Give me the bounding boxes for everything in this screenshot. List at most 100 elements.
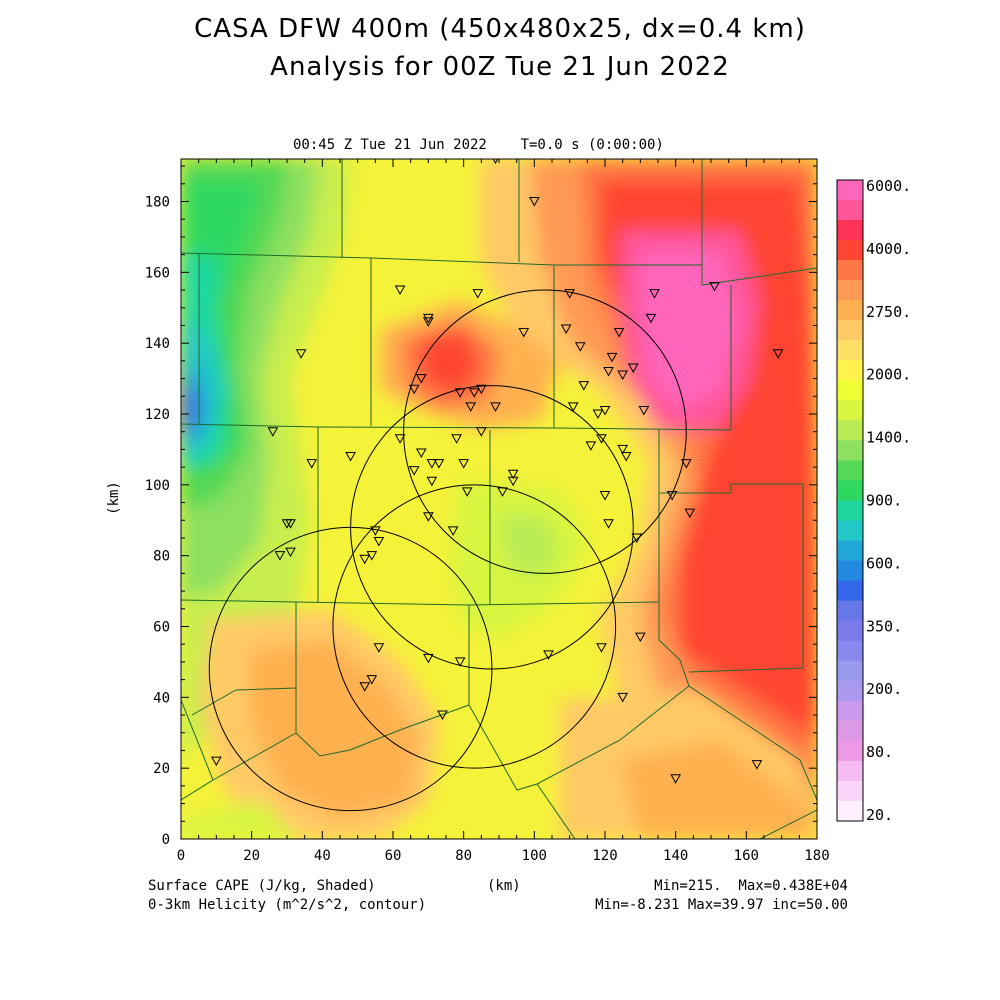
station-marker bbox=[680, 459, 692, 469]
colorbar-label: 200. bbox=[866, 680, 902, 698]
station-marker bbox=[426, 476, 438, 487]
x-tick-label: 140 bbox=[663, 848, 688, 864]
colorbar-swatch bbox=[837, 480, 863, 501]
footer-shading-label: Surface CAPE (J/kg, Shaded) bbox=[148, 878, 376, 894]
colorbar-swatch bbox=[837, 200, 863, 221]
y-tick-label: 120 bbox=[145, 407, 170, 423]
colorbar-swatch bbox=[837, 320, 863, 341]
station-marker bbox=[751, 760, 763, 770]
station-marker bbox=[422, 512, 434, 522]
station-markers bbox=[210, 159, 784, 784]
colorbar-swatch bbox=[837, 420, 863, 441]
station-marker bbox=[426, 459, 438, 469]
station-marker bbox=[585, 441, 597, 451]
colorbar-frame bbox=[836, 179, 864, 822]
colorbar-swatch bbox=[837, 460, 863, 481]
y-tick-label: 40 bbox=[153, 690, 170, 706]
station-marker bbox=[649, 289, 660, 299]
colorbar-swatch bbox=[837, 760, 863, 782]
station-marker bbox=[369, 526, 381, 536]
station-marker bbox=[684, 508, 696, 519]
station-marker bbox=[564, 289, 576, 299]
x-tick-label: 60 bbox=[385, 848, 402, 864]
station-marker bbox=[345, 452, 356, 462]
station-marker bbox=[709, 282, 720, 292]
station-marker bbox=[408, 384, 420, 395]
x-tick-label: 120 bbox=[592, 848, 617, 864]
station-marker bbox=[472, 289, 484, 299]
colorbar-swatch bbox=[837, 580, 863, 602]
colorbar-label: 80. bbox=[866, 743, 893, 761]
station-marker bbox=[634, 632, 646, 643]
station-marker bbox=[210, 756, 222, 767]
y-tick-label: 180 bbox=[145, 195, 170, 211]
station-marker bbox=[447, 526, 459, 536]
footer-contour-range: Min=-8.231 Max=39.97 inc=50.00 bbox=[595, 897, 848, 913]
colorbar-swatch bbox=[837, 300, 863, 321]
station-marker bbox=[507, 469, 519, 480]
colorbar-swatch bbox=[837, 700, 863, 722]
station-marker bbox=[772, 349, 784, 359]
colorbar-label: 350. bbox=[866, 617, 902, 635]
colorbar-swatch bbox=[837, 220, 863, 241]
y-axis-label: (km) bbox=[106, 481, 122, 515]
y-tick-label: 20 bbox=[153, 761, 170, 777]
colorbar-label: 6000. bbox=[866, 177, 911, 195]
colorbar-swatch bbox=[837, 500, 863, 522]
station-marker bbox=[620, 452, 632, 462]
colorbar-swatch bbox=[837, 720, 863, 742]
station-marker bbox=[606, 352, 618, 363]
helicity-contour-2 bbox=[350, 385, 634, 670]
title-line-1: CASA DFW 400m (450x480x25, dx=0.4 km) bbox=[194, 14, 806, 44]
station-marker bbox=[267, 427, 279, 437]
y-tick-label: 160 bbox=[145, 265, 170, 281]
station-marker bbox=[613, 328, 625, 338]
station-marker bbox=[408, 466, 420, 476]
colorbar-swatch bbox=[837, 540, 863, 562]
x-tick-label: 80 bbox=[455, 848, 472, 864]
footer-shading-range: Min=215. Max=0.438E+04 bbox=[654, 878, 848, 894]
colorbar-swatch bbox=[837, 780, 863, 802]
station-marker bbox=[617, 370, 629, 381]
x-tick-label: 100 bbox=[522, 848, 547, 864]
station-marker bbox=[373, 537, 385, 547]
colorbar-swatch bbox=[837, 400, 863, 421]
station-marker bbox=[599, 405, 611, 416]
station-marker bbox=[359, 682, 371, 692]
colorbar-swatch bbox=[837, 740, 863, 762]
colorbar-swatch bbox=[837, 640, 863, 662]
x-tick-label: 40 bbox=[314, 848, 331, 864]
station-marker bbox=[433, 459, 445, 469]
station-marker bbox=[415, 448, 427, 458]
station-marker bbox=[451, 434, 462, 444]
colorbar-swatch bbox=[837, 280, 863, 301]
colorbar-label: 600. bbox=[866, 554, 902, 572]
station-marker bbox=[415, 374, 427, 384]
station-marker bbox=[475, 384, 487, 395]
station-marker bbox=[560, 324, 572, 335]
cape-shading bbox=[181, 159, 817, 839]
axis-ticks bbox=[180, 159, 818, 840]
colorbar-swatch bbox=[837, 680, 863, 702]
station-marker bbox=[603, 367, 614, 377]
plot-subtitle: 00:45 Z Tue 21 Jun 2022 T=0.0 s (0:00:00… bbox=[293, 137, 664, 153]
station-marker bbox=[666, 490, 678, 501]
station-marker bbox=[465, 402, 477, 412]
station-marker bbox=[617, 692, 629, 703]
colorbar-swatch bbox=[837, 520, 863, 542]
colorbar-label: 20. bbox=[866, 806, 893, 824]
y-tick-label: 100 bbox=[145, 478, 170, 494]
station-marker bbox=[366, 675, 378, 685]
station-marker bbox=[599, 490, 611, 501]
station-marker bbox=[295, 349, 307, 359]
station-marker bbox=[596, 434, 607, 444]
station-marker bbox=[274, 551, 286, 561]
y-tick-label: 0 bbox=[162, 832, 170, 848]
y-tick-label: 140 bbox=[145, 336, 170, 352]
station-marker bbox=[578, 381, 590, 391]
station-marker bbox=[475, 427, 487, 437]
x-tick-label: 20 bbox=[243, 848, 260, 864]
station-marker bbox=[394, 285, 406, 296]
station-marker bbox=[373, 643, 385, 653]
